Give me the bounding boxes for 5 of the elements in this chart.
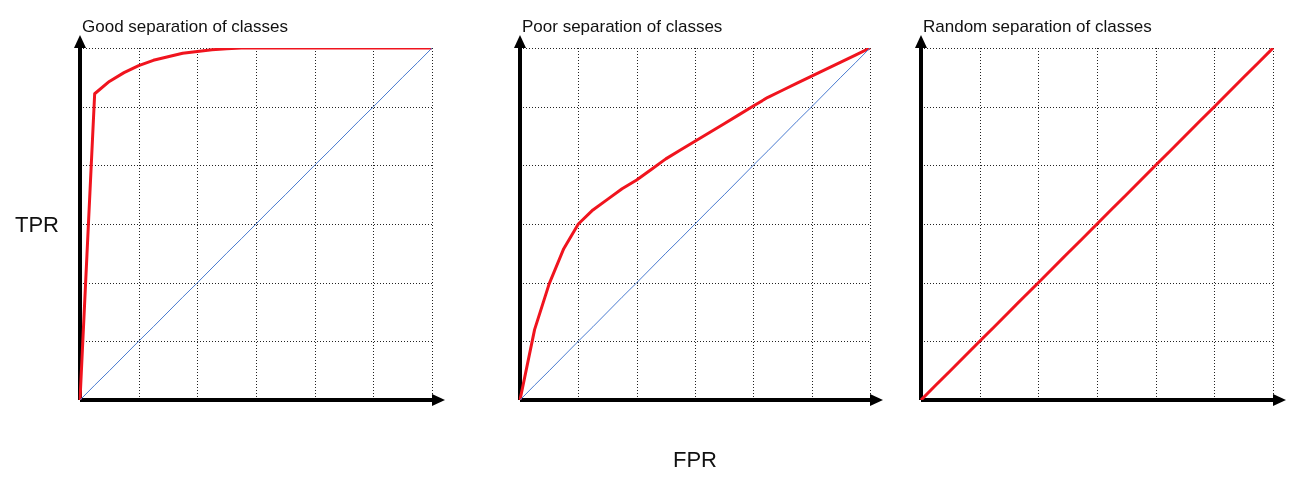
- chart-title: Random separation of classes: [923, 17, 1152, 37]
- x-axis-title: FPR: [673, 447, 717, 473]
- chart-title: Poor separation of classes: [522, 17, 723, 37]
- y-axis-title: TPR: [15, 212, 59, 238]
- chart-title: Good separation of classes: [82, 17, 289, 37]
